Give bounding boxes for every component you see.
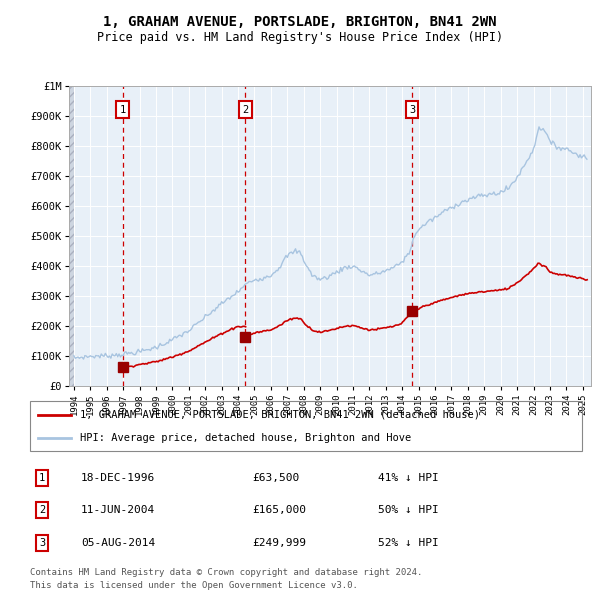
Text: 2: 2 <box>242 104 248 114</box>
Text: Price paid vs. HM Land Registry's House Price Index (HPI): Price paid vs. HM Land Registry's House … <box>97 31 503 44</box>
Text: Contains HM Land Registry data © Crown copyright and database right 2024.: Contains HM Land Registry data © Crown c… <box>30 568 422 576</box>
Text: 1, GRAHAM AVENUE, PORTSLADE, BRIGHTON, BN41 2WN: 1, GRAHAM AVENUE, PORTSLADE, BRIGHTON, B… <box>103 15 497 29</box>
Text: 18-DEC-1996: 18-DEC-1996 <box>81 473 155 483</box>
Text: 3: 3 <box>39 538 45 548</box>
Text: 1: 1 <box>39 473 45 483</box>
Text: 11-JUN-2004: 11-JUN-2004 <box>81 506 155 515</box>
Text: 50% ↓ HPI: 50% ↓ HPI <box>378 506 439 515</box>
Text: 2: 2 <box>39 506 45 515</box>
Text: £63,500: £63,500 <box>252 473 299 483</box>
Text: 1: 1 <box>119 104 125 114</box>
Text: 41% ↓ HPI: 41% ↓ HPI <box>378 473 439 483</box>
Text: 52% ↓ HPI: 52% ↓ HPI <box>378 538 439 548</box>
Text: 3: 3 <box>409 104 415 114</box>
Text: £165,000: £165,000 <box>252 506 306 515</box>
Text: £249,999: £249,999 <box>252 538 306 548</box>
Text: 1, GRAHAM AVENUE, PORTSLADE, BRIGHTON, BN41 2WN (detached house): 1, GRAHAM AVENUE, PORTSLADE, BRIGHTON, B… <box>80 409 479 419</box>
Text: HPI: Average price, detached house, Brighton and Hove: HPI: Average price, detached house, Brig… <box>80 433 411 443</box>
Text: This data is licensed under the Open Government Licence v3.0.: This data is licensed under the Open Gov… <box>30 581 358 590</box>
Text: 05-AUG-2014: 05-AUG-2014 <box>81 538 155 548</box>
